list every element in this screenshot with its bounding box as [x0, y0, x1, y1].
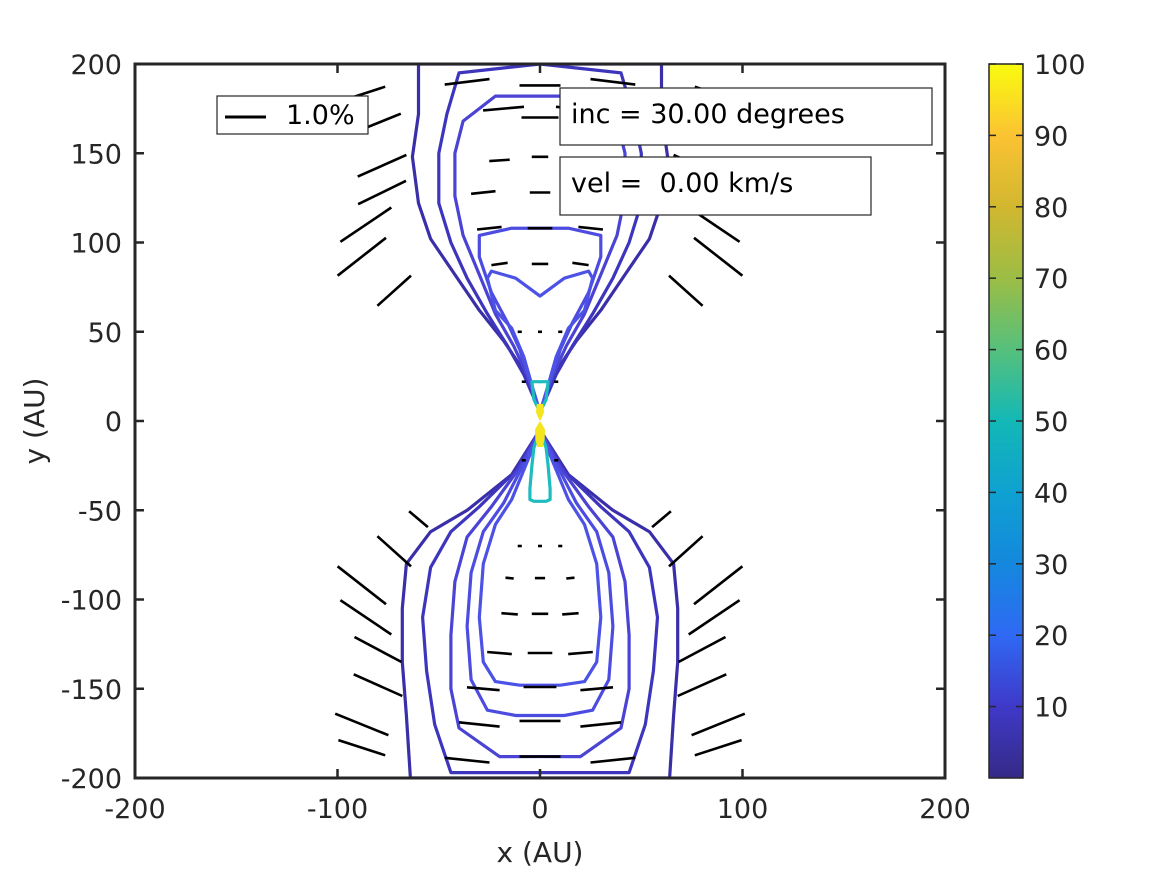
polarization-vector [562, 611, 579, 616]
y-tick-label: 150 [70, 139, 122, 170]
y-axis-label: y (AU) [18, 378, 51, 465]
polarization-vector [489, 158, 510, 163]
polarization-vector [357, 179, 407, 206]
y-tick-label: -200 [61, 764, 122, 795]
polarization-vector [491, 261, 508, 267]
polarization-vector [566, 576, 575, 580]
colorbar-tick-label: 80 [1034, 193, 1068, 224]
x-tick-label: -100 [307, 794, 368, 825]
colorbar-tick-label: 40 [1034, 478, 1068, 509]
polarization-vector [336, 565, 387, 606]
y-tick-label: -150 [61, 675, 122, 706]
vector-legend: 1.0% [216, 95, 369, 135]
contour-upper-level-22 [485, 269, 595, 414]
colorbar-tick-label: 90 [1034, 121, 1068, 152]
velocity-annotation: vel = 0.00 km/s [559, 156, 872, 216]
polarization-vector [334, 712, 389, 737]
polarization-vector [687, 599, 741, 636]
polarization-vector [580, 686, 614, 692]
polarization-vector [336, 236, 387, 277]
polarization-vector [572, 261, 589, 267]
polarization-vector [339, 206, 393, 243]
legend-label: 1.0% [286, 100, 355, 131]
contour-upper-level-5 [410, 64, 670, 414]
x-tick-labels: -200 -100 0 100 200 [104, 794, 970, 825]
polarization-vector [505, 576, 514, 580]
y-tick-label: -100 [61, 586, 122, 617]
contour-lower-level-50 [528, 428, 552, 503]
polarization-vector [691, 712, 746, 737]
colorbar-tick-label: 100 [1034, 50, 1086, 81]
polarization-vector [444, 756, 490, 764]
polarization-vector [458, 721, 500, 728]
polarization-vector [487, 650, 512, 656]
polarization-vector [590, 77, 636, 86]
contour-lower-level-18 [465, 428, 615, 718]
contour-upper-level-50 [530, 380, 550, 414]
polarization-vector [376, 535, 412, 568]
contour-lower-level-5 [400, 428, 680, 778]
contour-lower-level-22 [477, 428, 603, 687]
polarization-vector [353, 673, 403, 698]
contour-upper-level-95 [536, 403, 544, 421]
inclination-text: inc = 30.00 degrees [571, 99, 845, 130]
polarization-vector [568, 650, 593, 656]
polarization-vector [693, 565, 744, 606]
legend-box [216, 95, 369, 135]
polarization-vector [668, 274, 704, 307]
y-tick-labels: -200 -150 -100 -50 0 50 100 150 200 [61, 50, 122, 795]
polarization-vector [677, 673, 727, 698]
colorbar-tick-label: 10 [1034, 693, 1068, 724]
x-axis-label: x (AU) [497, 836, 584, 869]
y-tick-label: -50 [78, 496, 122, 527]
velocity-box [559, 156, 872, 216]
polarization-vector [466, 686, 500, 692]
polarization-vector [693, 236, 744, 277]
inclination-box [559, 87, 933, 146]
polarization-vector [668, 535, 704, 568]
colorbar-tick-label: 60 [1034, 336, 1068, 367]
colorbar-tick-label: 70 [1034, 264, 1068, 295]
y-tick-label: 100 [70, 229, 122, 260]
polarization-vector [470, 189, 496, 196]
polarization-vector [677, 635, 727, 664]
colorbar: 10 20 30 40 50 60 70 80 90 100 [988, 50, 1086, 779]
contour-upper-level-8 [437, 64, 643, 414]
polarization-vector [578, 225, 604, 231]
axes-frame [133, 62, 947, 780]
inclination-annotation: inc = 30.00 degrees [559, 87, 933, 146]
polarization-vector [482, 105, 525, 112]
colorbar-frame [988, 63, 1024, 779]
x-tick-label: 100 [717, 794, 769, 825]
polarization-vector [376, 274, 412, 307]
y-tick-label: 200 [70, 50, 122, 81]
contour-lower-level-95 [535, 421, 545, 447]
colorbar-tick-label: 30 [1034, 550, 1068, 581]
polarization-vector [444, 77, 490, 86]
polarization-vector [694, 738, 743, 757]
y-tick-label: 0 [105, 407, 122, 438]
velocity-text: vel = 0.00 km/s [571, 168, 793, 199]
y-tick-label: 50 [88, 318, 122, 349]
polarization-vector [590, 756, 636, 764]
polarization-vector [337, 738, 386, 757]
x-tick-label: -200 [104, 794, 165, 825]
contour-upper-level-12 [453, 94, 627, 414]
colorbar-tick-labels: 10 20 30 40 50 60 70 80 90 100 [1034, 50, 1086, 724]
x-tick-label: 0 [531, 794, 548, 825]
polarization-vector [476, 225, 502, 231]
polarization-vector [651, 510, 672, 529]
polarization-vector [357, 153, 407, 178]
polarization-vector [339, 599, 393, 636]
colorbar-tick-label: 20 [1034, 621, 1068, 652]
x-tick-label: 200 [919, 794, 971, 825]
polarization-vector [408, 510, 429, 529]
polarization-vector [501, 611, 518, 616]
colorbar-tick-label: 50 [1034, 407, 1068, 438]
polarization-vector [353, 635, 403, 664]
polarization-vector [580, 721, 622, 728]
